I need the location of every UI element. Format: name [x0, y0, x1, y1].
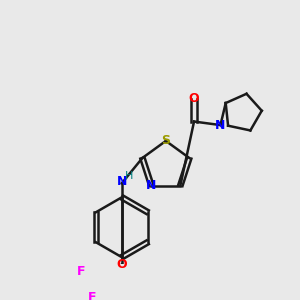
Text: N: N — [215, 118, 226, 132]
Text: F: F — [88, 291, 96, 300]
Text: F: F — [77, 265, 86, 278]
Text: N: N — [117, 175, 127, 188]
Text: O: O — [116, 258, 127, 271]
Text: S: S — [161, 134, 170, 147]
Text: H: H — [125, 171, 133, 181]
Text: N: N — [146, 179, 157, 192]
Text: O: O — [189, 92, 200, 105]
